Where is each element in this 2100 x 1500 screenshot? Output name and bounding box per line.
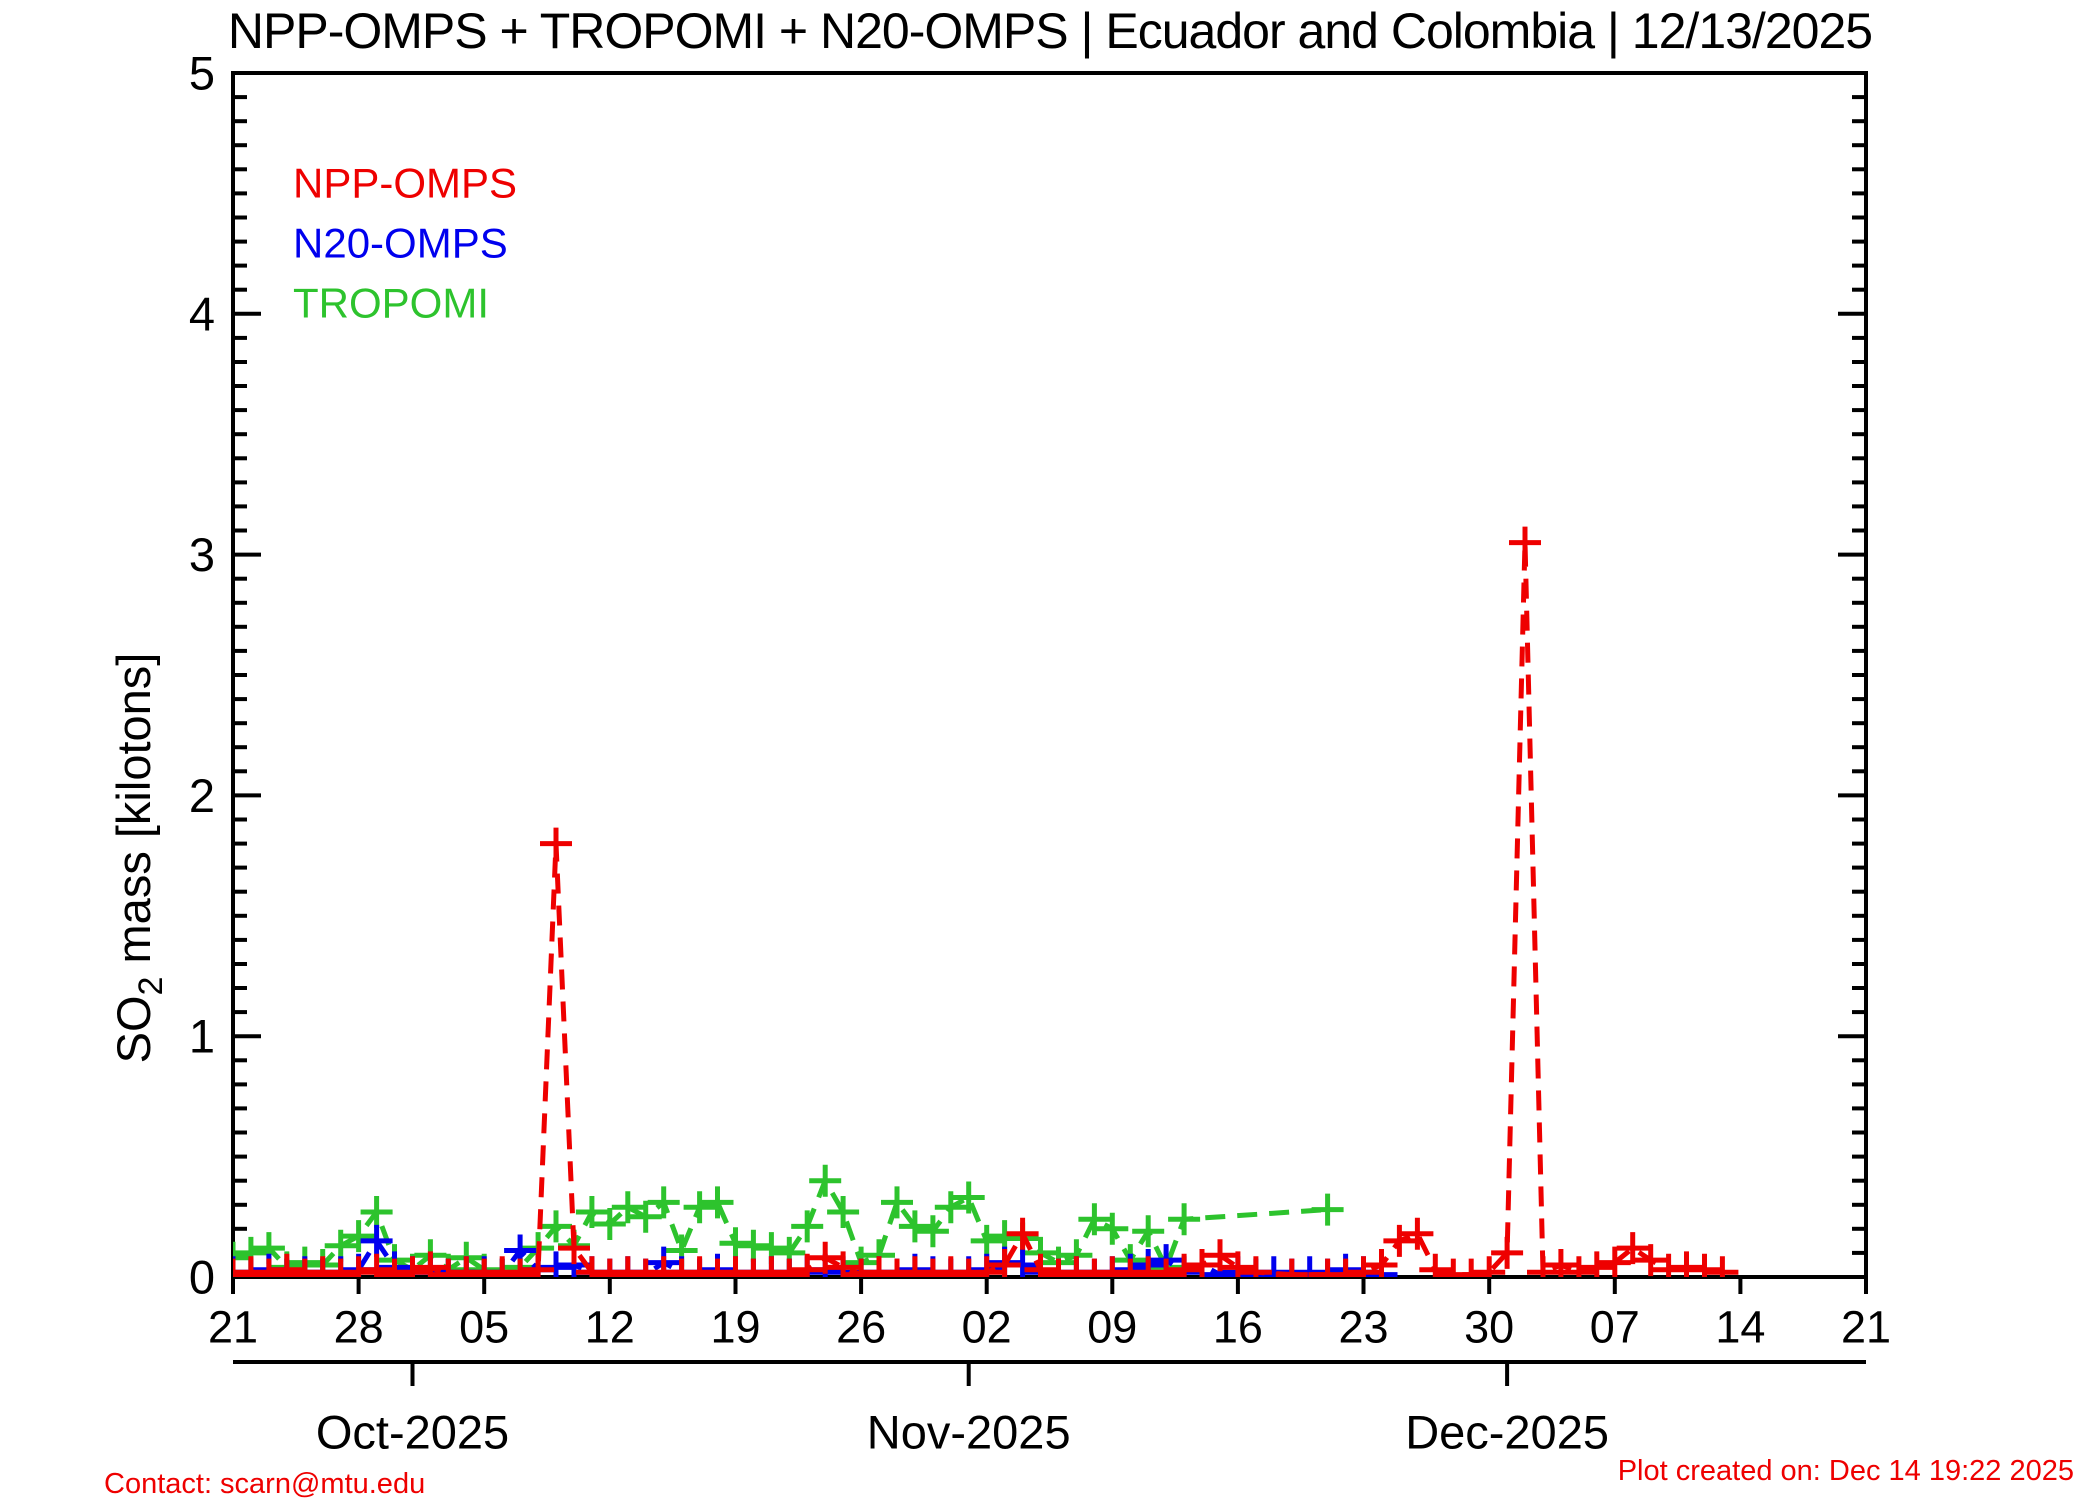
x-tick-label: 26 bbox=[836, 1302, 886, 1353]
x-tick-label: 09 bbox=[1087, 1302, 1137, 1353]
series-layer bbox=[233, 526, 1739, 1277]
legend-item-n20-omps: N20-OMPS bbox=[293, 220, 508, 267]
legend-item-tropomi: TROPOMI bbox=[293, 280, 489, 327]
npp-omps-markers bbox=[233, 526, 1739, 1277]
x-tick-label: 16 bbox=[1213, 1302, 1263, 1353]
month-label: Nov-2025 bbox=[867, 1406, 1071, 1459]
legend: NPP-OMPS N20-OMPS TROPOMI bbox=[293, 160, 517, 327]
x-tick-label: 02 bbox=[962, 1302, 1012, 1353]
y-tick-label: 5 bbox=[189, 47, 215, 100]
x-axis-week-labels: 21 28 05 12 19 26 02 09 16 23 30 07 14 21 bbox=[208, 1302, 1891, 1353]
month-label: Oct-2025 bbox=[316, 1406, 509, 1459]
npp-omps-line bbox=[233, 542, 1723, 1277]
svg-text:SO2 mass [kilotons]: SO2 mass [kilotons] bbox=[107, 653, 170, 1064]
x-tick-label: 07 bbox=[1590, 1302, 1640, 1353]
x-tick-label: 14 bbox=[1715, 1302, 1765, 1353]
x-tick-label: 21 bbox=[208, 1302, 258, 1353]
y-tick-label: 1 bbox=[189, 1010, 215, 1063]
y-tick-label: 4 bbox=[189, 287, 215, 340]
x-tick-label: 12 bbox=[585, 1302, 635, 1353]
contact-text: Contact: scarn@mtu.edu bbox=[104, 1468, 426, 1500]
x-tick-label: 05 bbox=[459, 1302, 509, 1353]
month-label: Dec-2025 bbox=[1405, 1406, 1609, 1459]
x-tick-label: 28 bbox=[334, 1302, 384, 1353]
y-tick-label: 0 bbox=[189, 1251, 215, 1304]
x-tick-label: 30 bbox=[1464, 1302, 1514, 1353]
x-tick-label: 21 bbox=[1841, 1302, 1891, 1353]
y-axis-tick-labels: 0 1 2 3 4 5 bbox=[189, 47, 215, 1304]
x-tick-label: 23 bbox=[1338, 1302, 1388, 1353]
y-tick-label: 2 bbox=[189, 769, 215, 822]
month-axis: Oct-2025 Nov-2025 Dec-2025 bbox=[233, 1360, 1866, 1459]
y-tick-label: 3 bbox=[189, 528, 215, 581]
plot-created-text: Plot created on: Dec 14 19:22 2025 bbox=[1617, 1455, 2074, 1487]
chart-title: NPP-OMPS + TROPOMI + N20-OMPS | Ecuador … bbox=[227, 3, 1873, 59]
x-tick-label: 19 bbox=[710, 1302, 760, 1353]
legend-item-npp-omps: NPP-OMPS bbox=[293, 160, 517, 207]
y-axis-label: SO2 mass [kilotons] bbox=[107, 653, 170, 1064]
